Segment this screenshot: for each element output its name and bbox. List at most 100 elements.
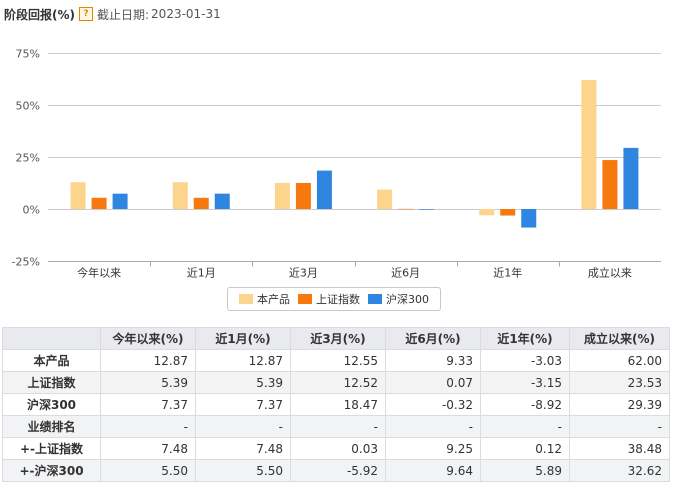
table-cell: 0.12 [480, 437, 570, 460]
table-cell: 9.33 [385, 349, 481, 372]
row-label: +-上证指数 [2, 437, 101, 460]
period-return-table: 今年以来(%) 近1月(%) 近3月(%) 近6月(%) 近1年(%) 成立以来… [2, 327, 670, 482]
table-cell: 12.55 [290, 349, 386, 372]
row-label: 沪深300 [2, 393, 101, 416]
table-cell: 7.48 [195, 437, 291, 460]
legend-item-shanghai-index[interactable]: 上证指数 [298, 291, 360, 307]
table-row: +-沪深300 5.50 5.50 -5.92 9.64 5.89 32.62 [2, 459, 670, 482]
table-cell: 9.64 [385, 459, 481, 482]
legend-swatch-product [239, 294, 253, 304]
legend-label-product: 本产品 [257, 293, 290, 306]
bar [398, 208, 414, 210]
row-label: 业绩排名 [2, 415, 101, 438]
table-row: 本产品 12.87 12.87 12.55 9.33 -3.03 62.00 [2, 349, 670, 372]
table-header-cell: 近1月(%) [195, 327, 291, 350]
table-row: 上证指数 5.39 5.39 12.52 0.07 -3.15 23.53 [2, 371, 670, 394]
y-tick-label: 50% [16, 100, 40, 113]
table-cell: 5.50 [100, 459, 196, 482]
table-cell: 62.00 [569, 349, 670, 372]
period-return-chart: 75% 50% 25% 0% -25% 今年以来 近1月 近3月 近6月 近1年 成立以来 [12, 48, 661, 280]
table-cell: 5.39 [195, 371, 291, 394]
x-tick-label: 近1月 [187, 267, 216, 280]
table-cell: 5.39 [100, 371, 196, 394]
x-tick-label: 近1年 [493, 266, 522, 280]
chart-legend: 本产品 上证指数 沪深300 [227, 287, 441, 311]
bar [581, 80, 597, 209]
bar [521, 209, 537, 228]
bar [295, 182, 311, 209]
legend-label-shanghai-index: 上证指数 [316, 293, 360, 306]
table-cell: - [290, 415, 386, 438]
row-label: 上证指数 [2, 371, 101, 394]
table-cell: -8.92 [480, 393, 570, 416]
bar [602, 160, 618, 209]
legend-label-csi300: 沪深300 [386, 293, 429, 306]
table-cell: 29.39 [569, 393, 670, 416]
table-cell: 9.25 [385, 437, 481, 460]
table-cell: 12.52 [290, 371, 386, 394]
table-cell: 0.07 [385, 371, 481, 394]
table-header-cell [2, 327, 101, 350]
table-row: 沪深300 7.37 7.37 18.47 -0.32 -8.92 29.39 [2, 393, 670, 416]
table-header-cell: 近6月(%) [385, 327, 481, 350]
bar [214, 193, 230, 209]
cutoff-date-value: 2023-01-31 [151, 7, 221, 21]
bar [377, 189, 393, 209]
section-title: 阶段回报(%) [4, 7, 75, 22]
table-row: 业绩排名 - - - - - - [2, 415, 670, 438]
table-cell: - [480, 415, 570, 438]
table-cell: 18.47 [290, 393, 386, 416]
legend-swatch-shanghai-index [298, 294, 312, 304]
table-cell: 5.50 [195, 459, 291, 482]
bar [623, 147, 639, 209]
y-tick-label: -25% [12, 256, 40, 269]
table-header-cell: 成立以来(%) [569, 327, 670, 350]
table-cell: -0.32 [385, 393, 481, 416]
row-label: +-沪深300 [2, 459, 101, 482]
table-cell: 12.87 [195, 349, 291, 372]
bar [419, 209, 435, 210]
table-row: +-上证指数 7.48 7.48 0.03 9.25 0.12 38.48 [2, 437, 670, 460]
y-tick-label: 0% [23, 204, 40, 217]
table-cell: 5.89 [480, 459, 570, 482]
x-tick-label: 近3月 [289, 267, 318, 280]
bar [91, 197, 107, 209]
table-cell: 7.48 [100, 437, 196, 460]
x-tick-label: 近6月 [391, 267, 420, 280]
table-header-cell: 近1年(%) [480, 327, 570, 350]
bar [193, 197, 209, 209]
table-cell: - [385, 415, 481, 438]
table-cell: 38.48 [569, 437, 670, 460]
bar [479, 209, 495, 216]
section-header: 阶段回报(%) ? 截止日期: 2023-01-31 [4, 3, 221, 25]
help-icon[interactable]: ? [79, 7, 93, 21]
cutoff-date-label: 截止日期: [97, 7, 150, 22]
y-tick-label: 75% [16, 48, 40, 61]
bar [112, 193, 128, 209]
table-header-cell: 今年以来(%) [100, 327, 196, 350]
table-cell: -3.15 [480, 371, 570, 394]
table-cell: -3.03 [480, 349, 570, 372]
table-cell: - [100, 415, 196, 438]
y-tick-label: 25% [16, 152, 40, 165]
table-header-row: 今年以来(%) 近1月(%) 近3月(%) 近6月(%) 近1年(%) 成立以来… [2, 327, 670, 350]
bar [70, 182, 86, 209]
table-cell: 32.62 [569, 459, 670, 482]
legend-item-csi300[interactable]: 沪深300 [368, 291, 429, 307]
legend-item-product[interactable]: 本产品 [239, 291, 290, 307]
table-cell: - [569, 415, 670, 438]
table-cell: 0.03 [290, 437, 386, 460]
bar [274, 182, 290, 209]
table-cell: -5.92 [290, 459, 386, 482]
legend-swatch-csi300 [368, 294, 382, 304]
bar [316, 170, 332, 209]
bar [500, 209, 516, 216]
table-header-cell: 近3月(%) [290, 327, 386, 350]
table-cell: 7.37 [195, 393, 291, 416]
table-cell: 7.37 [100, 393, 196, 416]
x-tick-label: 今年以来 [77, 266, 121, 280]
table-cell: 12.87 [100, 349, 196, 372]
table-cell: - [195, 415, 291, 438]
table-cell: 23.53 [569, 371, 670, 394]
bar [172, 182, 188, 209]
